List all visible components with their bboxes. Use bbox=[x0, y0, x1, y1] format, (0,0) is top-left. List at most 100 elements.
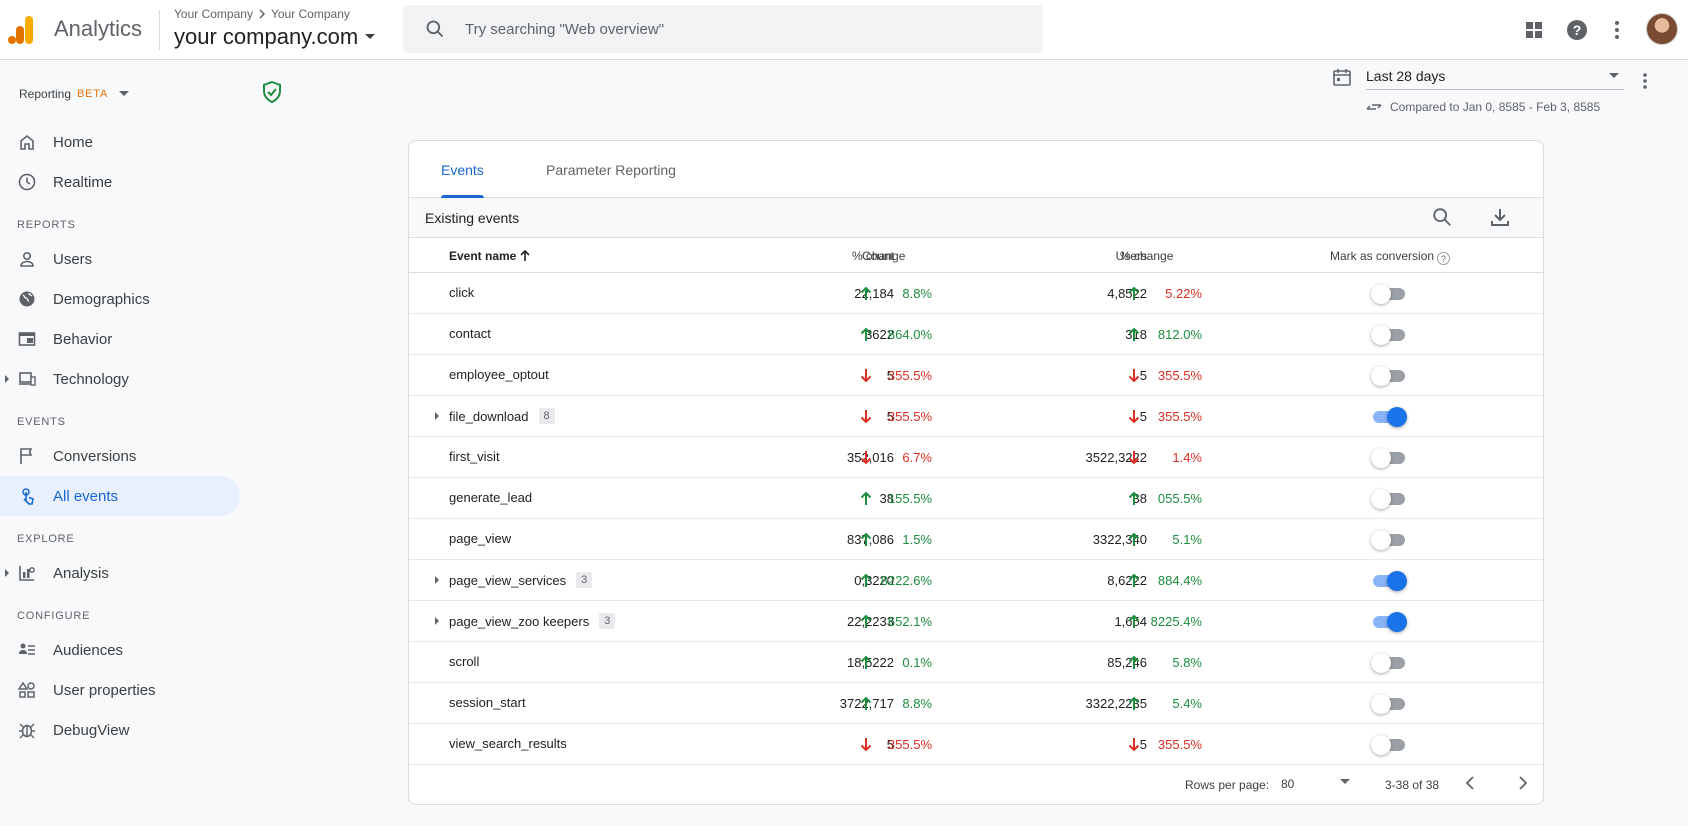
event-name[interactable]: page_view bbox=[449, 531, 512, 546]
search-bar[interactable] bbox=[403, 5, 1043, 53]
arrow-up-icon bbox=[860, 614, 872, 629]
table-row[interactable]: employee_optout 5 355.5% 5 355.5% bbox=[409, 355, 1543, 396]
sidebar-item-debugview[interactable]: DebugView bbox=[0, 710, 240, 750]
arrow-down-icon bbox=[860, 737, 872, 752]
tab-parameter-reporting[interactable]: Parameter Reporting bbox=[546, 161, 676, 178]
sidebar-item-technology[interactable]: Technology bbox=[0, 359, 240, 399]
date-range-selector[interactable]: Last 28 days bbox=[1366, 68, 1624, 90]
conversion-toggle[interactable] bbox=[1371, 612, 1407, 632]
table-row[interactable]: first_visit 352,016 6.7% 3522,3222 1.4% bbox=[409, 437, 1543, 478]
property-selector[interactable]: your company.com bbox=[174, 24, 376, 50]
conversion-toggle[interactable] bbox=[1371, 284, 1407, 304]
sidebar-item-audiences[interactable]: Audiences bbox=[0, 630, 240, 670]
sidebar-item-user-properties[interactable]: User properties bbox=[0, 670, 240, 710]
event-name[interactable]: click bbox=[449, 285, 475, 300]
sidebar-item-analysis[interactable]: Analysis bbox=[0, 553, 240, 593]
sidebar-item-conversions[interactable]: Conversions bbox=[0, 436, 240, 476]
event-name[interactable]: contact bbox=[449, 326, 491, 341]
event-name[interactable]: view_search_results bbox=[449, 736, 567, 751]
event-name[interactable]: page_view_zoo keepers bbox=[449, 613, 590, 629]
more-vert-icon[interactable] bbox=[1603, 16, 1631, 44]
beta-badge: BETA bbox=[77, 88, 109, 100]
column-header-count-change[interactable]: % change bbox=[852, 249, 906, 263]
expand-caret-icon[interactable] bbox=[4, 374, 10, 384]
expand-row-icon[interactable] bbox=[434, 411, 440, 421]
sidebar-item-realtime[interactable]: Realtime bbox=[0, 162, 240, 202]
event-name[interactable]: first_visit bbox=[449, 449, 500, 464]
web-icon bbox=[18, 332, 36, 346]
column-header-users[interactable]: Users bbox=[1115, 249, 1147, 263]
tab-events[interactable]: Events bbox=[441, 141, 484, 198]
conversion-toggle[interactable] bbox=[1371, 489, 1407, 509]
table-row[interactable]: page_view_services 3 0,3220 8222.6% 8,6222 88… bbox=[409, 560, 1543, 601]
sidebar-item-demographics[interactable]: Demographics bbox=[0, 279, 240, 319]
conversion-toggle[interactable] bbox=[1371, 448, 1407, 468]
conversion-toggle[interactable] bbox=[1371, 694, 1407, 714]
shield-check-icon[interactable] bbox=[262, 81, 282, 103]
conversion-toggle[interactable] bbox=[1371, 366, 1407, 386]
table-row[interactable]: scroll 18,5222 0.1% 85,246 5.8% bbox=[409, 642, 1543, 683]
event-name[interactable]: file_download bbox=[449, 408, 529, 424]
count-value: 22,2233 bbox=[847, 614, 894, 629]
table-row[interactable]: click 22,184 8.8% 4,8522 5.22% bbox=[409, 273, 1543, 314]
search-input[interactable] bbox=[465, 20, 1005, 38]
table-header: Event name Count % change Users % change… bbox=[409, 238, 1543, 273]
event-name[interactable]: page_view_services bbox=[449, 572, 567, 588]
conversion-toggle[interactable] bbox=[1371, 407, 1407, 427]
table-row[interactable]: contact 3622 864.0% 318 812.0% bbox=[409, 314, 1543, 355]
conversion-toggle[interactable] bbox=[1371, 571, 1407, 591]
column-header-label: Event name bbox=[449, 249, 517, 263]
table-row[interactable]: view_search_results 5 355.5% 5 355.5% bbox=[409, 724, 1543, 765]
table-row[interactable]: page_view 837,086 1.5% 3322,340 5.1% bbox=[409, 519, 1543, 560]
next-page-icon[interactable] bbox=[1512, 773, 1532, 793]
analytics-logo[interactable] bbox=[8, 14, 38, 46]
apps-grid-icon[interactable] bbox=[1520, 16, 1548, 44]
event-name[interactable]: employee_optout bbox=[449, 367, 549, 382]
help-icon[interactable]: ? bbox=[1437, 252, 1451, 265]
conversion-toggle[interactable] bbox=[1371, 735, 1407, 755]
sidebar-item-behavior[interactable]: Behavior bbox=[0, 319, 240, 359]
event-name[interactable]: session_start bbox=[449, 695, 526, 710]
column-header-event-name[interactable]: Event name bbox=[449, 249, 530, 263]
expand-row-icon[interactable] bbox=[434, 575, 440, 585]
prev-page-icon[interactable] bbox=[1461, 773, 1481, 793]
tab-bar: Events Parameter Reporting bbox=[409, 141, 1543, 198]
breadcrumb[interactable]: Your Company Your Company bbox=[174, 7, 350, 21]
expand-caret-icon[interactable] bbox=[4, 568, 10, 578]
calendar-icon[interactable] bbox=[1332, 67, 1352, 87]
sidebar-item-home[interactable]: Home bbox=[0, 122, 240, 162]
column-header-mark-as-conversion[interactable]: Mark as conversion? bbox=[1330, 249, 1451, 265]
download-icon[interactable] bbox=[1489, 206, 1511, 228]
column-header-count[interactable]: Count bbox=[861, 249, 894, 263]
search-icon[interactable] bbox=[1431, 206, 1453, 228]
expand-row-icon[interactable] bbox=[434, 616, 440, 626]
breadcrumb-property[interactable]: Your Company bbox=[270, 7, 350, 21]
sidebar-item-users[interactable]: Users bbox=[0, 239, 240, 279]
column-header-users-change[interactable]: % change bbox=[1120, 249, 1174, 263]
table-row[interactable]: session_start 3722,717 8.8% 3322,2235 5.4% bbox=[409, 683, 1543, 724]
header-divider bbox=[159, 10, 160, 50]
arrow-down-icon bbox=[860, 368, 872, 383]
users-change-value: 5.22% bbox=[1165, 286, 1202, 301]
count-value: 5 bbox=[886, 368, 894, 383]
toggle-thumb bbox=[1387, 612, 1407, 632]
avatar[interactable] bbox=[1646, 13, 1678, 45]
rows-per-page-select[interactable]: 80 bbox=[1281, 774, 1351, 794]
page-more-vert-icon[interactable] bbox=[1642, 72, 1648, 90]
dropdown-arrow-icon bbox=[1609, 73, 1619, 78]
users-change-value: 5.1% bbox=[1172, 532, 1202, 547]
conversion-toggle[interactable] bbox=[1371, 530, 1407, 550]
param-count-badge: 3 bbox=[576, 572, 593, 588]
table-row[interactable]: generate_lead 38 155.5% 38 055.5% bbox=[409, 478, 1543, 519]
conversion-toggle[interactable] bbox=[1371, 325, 1407, 345]
help-icon[interactable]: ? bbox=[1563, 16, 1591, 44]
table-row[interactable]: page_view_zoo keepers 3 22,2233 652.1% 1,654… bbox=[409, 601, 1543, 642]
breadcrumb-account[interactable]: Your Company bbox=[174, 7, 253, 21]
table-row[interactable]: file_download 8 5 355.5% 5 355.5% bbox=[409, 396, 1543, 437]
section-reports: REPORTS bbox=[17, 219, 76, 231]
conversion-toggle[interactable] bbox=[1371, 653, 1407, 673]
event-name[interactable]: generate_lead bbox=[449, 490, 533, 505]
sidebar-item-all-events[interactable]: All events bbox=[0, 476, 240, 516]
reporting-selector[interactable]: Reporting BETA bbox=[19, 87, 130, 101]
event-name[interactable]: scroll bbox=[449, 654, 480, 669]
